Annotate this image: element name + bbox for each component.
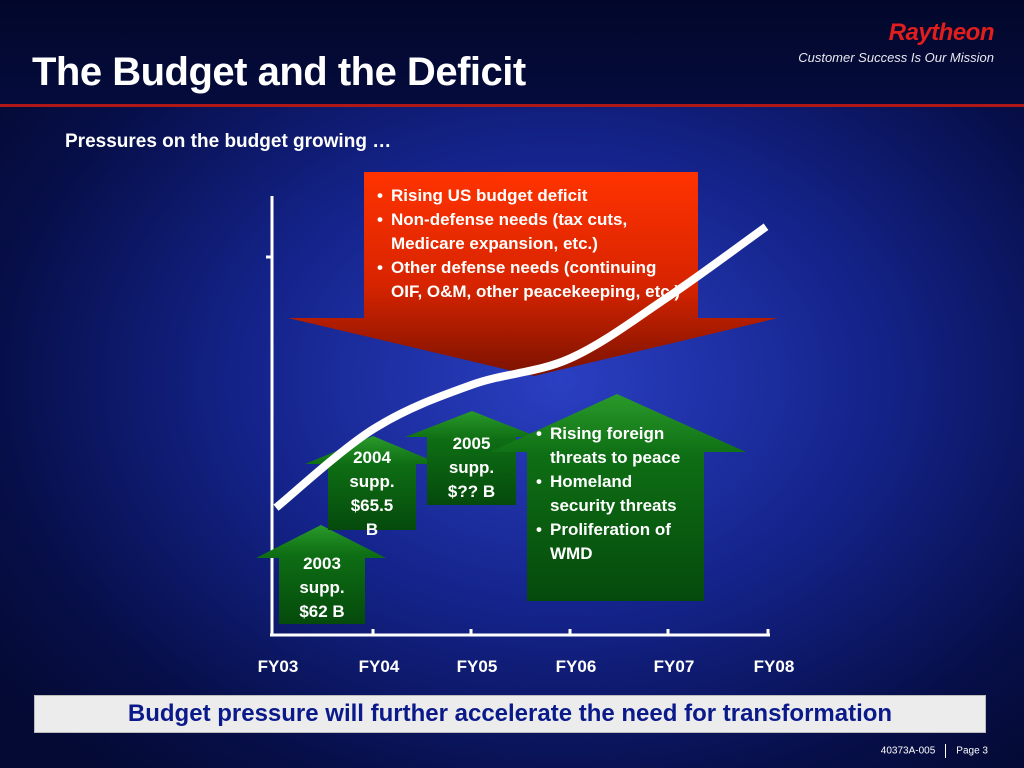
x-axis-tick-labels: FY03 FY04 FY05 FY06 FY07 FY08: [258, 657, 795, 676]
logo-tagline: Customer Success Is Our Mission: [798, 50, 994, 65]
header-band: [0, 0, 1024, 106]
supplemental-2005-label: 2005 supp. $?? B: [447, 434, 496, 501]
supplemental-2003-arrow: [256, 525, 386, 624]
x-axis-ticks: [270, 629, 770, 636]
upward-pressure-list: Rising foreign threats to peace Homeland…: [536, 422, 700, 566]
slide-subtitle: Pressures on the budget growing …: [65, 131, 392, 152]
document-id: 40373A-005: [880, 745, 936, 757]
supplemental-2003-label: 2003 supp. $62 B: [299, 554, 345, 621]
slide-footer: 40373A-005 Page 3: [881, 744, 988, 758]
pressure-up-item: Rising foreign threats to peace: [536, 422, 700, 470]
x-tick-label: FY08: [754, 657, 795, 676]
x-tick-label: FY03: [258, 657, 299, 676]
raytheon-logo: Raytheon: [888, 19, 995, 46]
page-title: The Budget and the Deficit: [32, 50, 526, 94]
pressure-down-item: Non-defense needs (tax cuts, Medicare ex…: [377, 208, 687, 256]
supplemental-2004-label: 2004 supp. $65.5 B: [349, 448, 395, 539]
downward-pressure-list: Rising US budget deficit Non-defense nee…: [377, 184, 687, 304]
pressure-down-item: Other defense needs (continuing OIF, O&M…: [377, 256, 687, 304]
x-tick-label: FY04: [359, 657, 400, 676]
pressure-down-item: Rising US budget deficit: [377, 184, 687, 208]
supplemental-2005-arrow: [405, 411, 538, 505]
footer-divider: [945, 744, 947, 758]
pressure-up-item: Proliferation of WMD: [536, 518, 700, 566]
x-tick-label: FY07: [654, 657, 695, 676]
x-tick-label: FY06: [556, 657, 597, 676]
x-tick-label: FY05: [457, 657, 498, 676]
conclusion-text: Budget pressure will further accelerate …: [127, 700, 893, 727]
conclusion-banner: Budget pressure will further accelerate …: [34, 695, 986, 733]
logo-group: Raytheon Customer Success Is Our Mission: [798, 19, 995, 66]
page-number: Page 3: [956, 745, 988, 757]
pressure-up-item: Homeland security threats: [536, 470, 700, 518]
header-rule: [0, 104, 1024, 107]
